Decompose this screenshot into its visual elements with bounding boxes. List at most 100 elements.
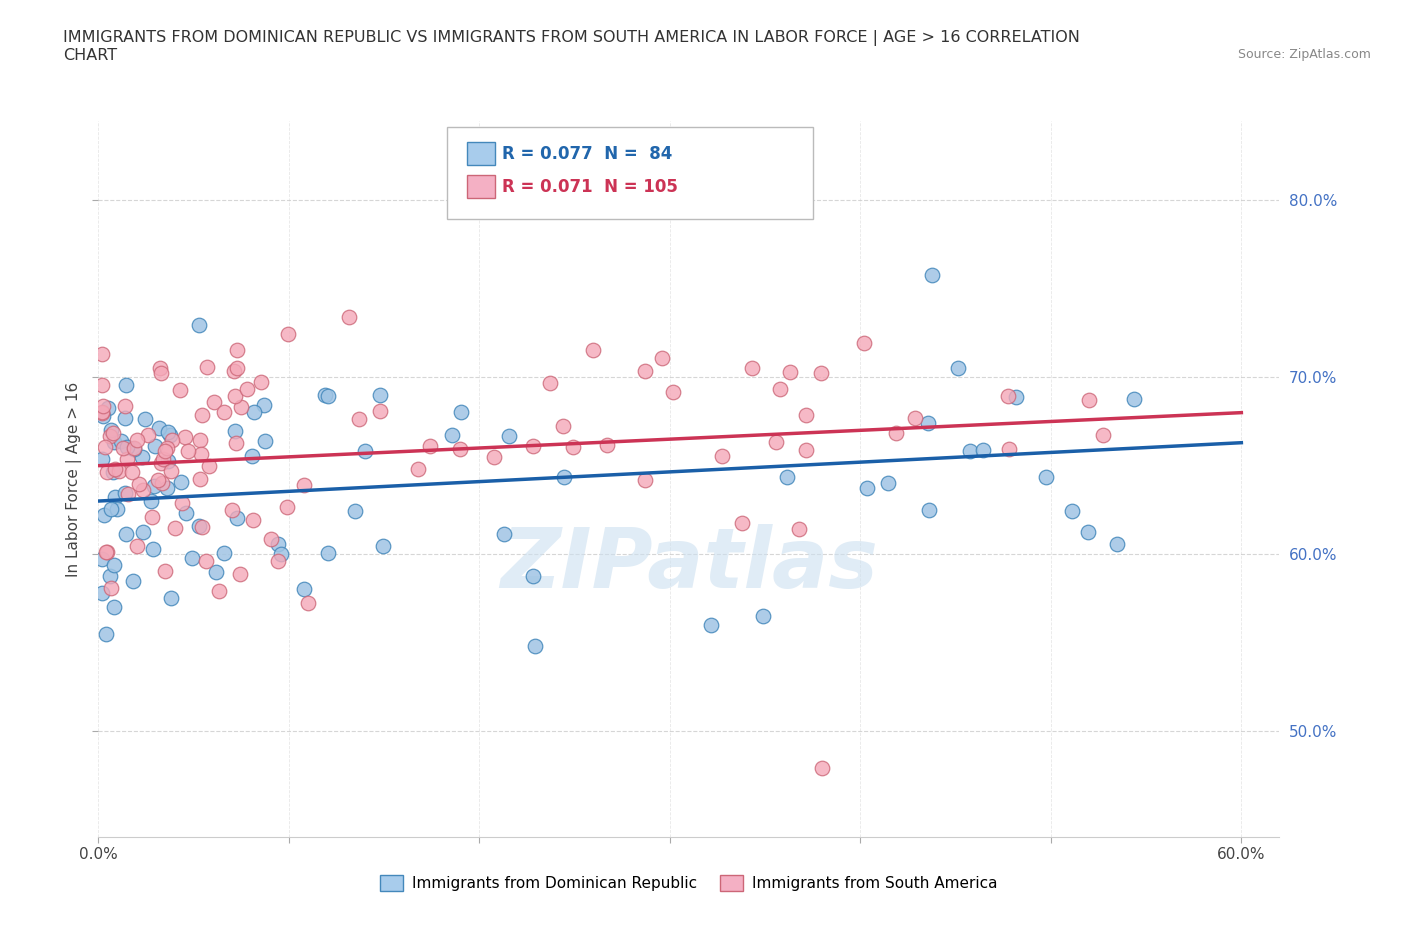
Text: CHART: CHART [63,48,117,63]
Point [91,586,114,601]
Point [115,440,138,455]
Y-axis label: In Labor Force | Age > 16: In Labor Force | Age > 16 [66,381,82,577]
Point [562,439,585,454]
Point [998,442,1021,457]
Point [811,761,834,776]
Point [190,446,212,461]
Point [121,464,143,479]
Point [253,398,276,413]
Point [904,410,927,425]
Point [959,444,981,458]
Point [1107,536,1129,551]
Point [100,501,122,516]
Point [267,537,290,551]
Point [195,360,218,375]
Point [110,433,132,448]
Point [169,382,191,397]
Point [226,342,249,357]
Point [150,476,173,491]
Point [852,336,875,351]
Point [208,583,231,598]
Point [148,420,170,435]
Point [662,384,685,399]
Point [134,411,156,426]
Point [96,545,118,560]
Point [115,378,138,392]
Point [224,423,246,438]
Point [105,502,128,517]
Point [1092,428,1115,443]
Point [202,394,225,409]
Point [918,503,941,518]
Point [141,510,163,525]
Point [235,382,257,397]
Point [270,547,292,562]
Point [190,472,212,486]
Point [765,434,787,449]
Point [450,405,472,419]
Point [917,416,939,431]
Point [779,364,801,379]
Point [150,365,173,380]
Point [131,450,153,465]
Point [225,361,247,376]
Point [170,496,193,511]
Text: R = 0.077  N =  84: R = 0.077 N = 84 [502,145,672,163]
Point [100,580,122,595]
Point [492,526,515,541]
Point [153,443,176,458]
Point [297,596,319,611]
Point [229,566,252,581]
Point [174,505,197,520]
Point [633,472,655,487]
Point [522,439,544,454]
Point [91,346,114,361]
Point [122,441,145,456]
Point [149,361,172,376]
Point [225,435,247,450]
Point [498,429,520,444]
Point [214,546,236,561]
Point [1077,525,1099,539]
Point [100,422,122,437]
Point [104,490,127,505]
Point [634,364,657,379]
Point [1078,392,1101,407]
Point [96,464,118,479]
Point [194,553,217,568]
Point [132,482,155,497]
Point [1122,392,1144,406]
Point [190,433,212,448]
Point [776,470,799,485]
Point [159,463,181,478]
Point [157,424,180,439]
Point [225,511,247,525]
Point [91,405,114,420]
Text: Source: ZipAtlas.com: Source: ZipAtlas.com [1237,48,1371,61]
Point [796,443,818,458]
Point [787,522,810,537]
Point [91,378,114,392]
Point [972,442,994,457]
Point [276,499,298,514]
Point [596,438,619,453]
FancyBboxPatch shape [467,176,495,198]
Point [174,430,197,445]
Point [117,486,139,501]
Point [370,388,392,403]
Point [522,568,544,583]
Point [260,532,283,547]
Point [177,444,200,458]
Point [482,449,505,464]
Point [292,582,315,597]
Point [347,412,370,427]
Point [214,405,236,419]
Point [710,448,733,463]
Point [98,428,121,443]
Point [524,639,547,654]
Point [371,538,394,553]
Point [229,399,252,414]
Point [277,326,299,341]
Point [191,407,214,422]
Point [810,365,832,380]
